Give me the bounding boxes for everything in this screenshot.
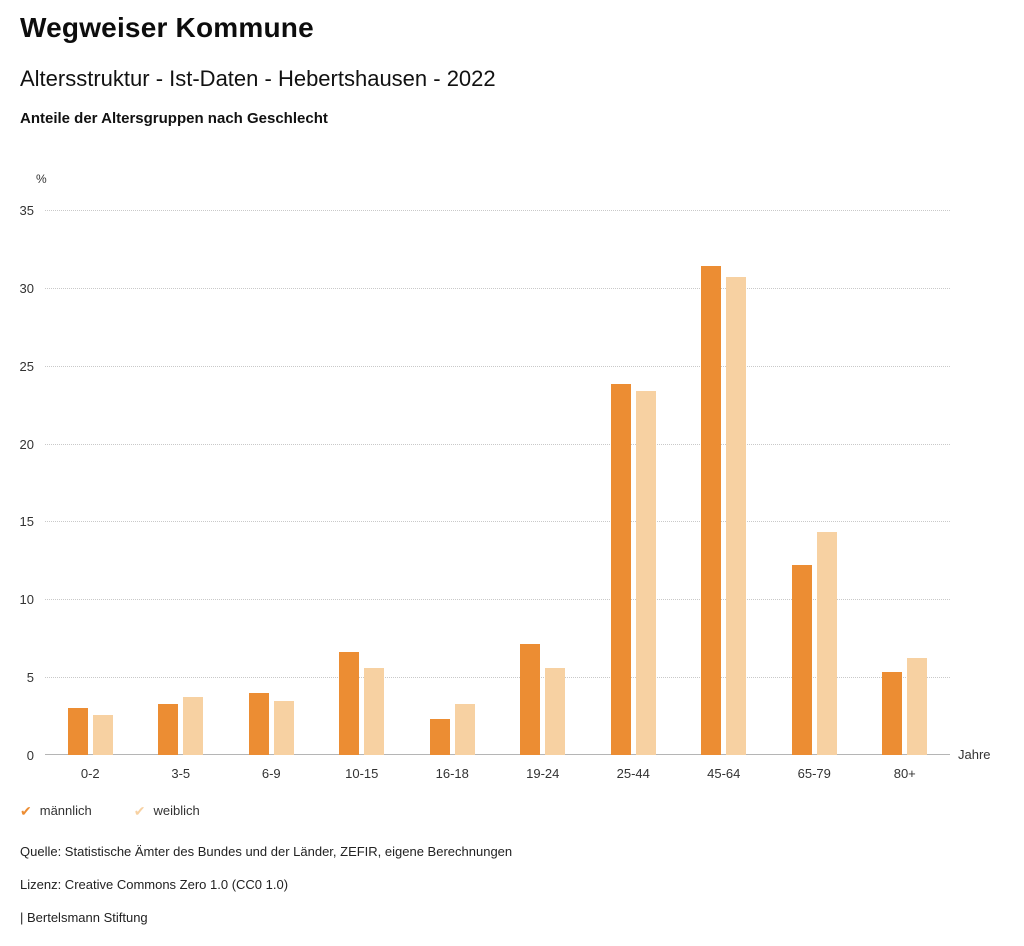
x-tick-label: 25-44 xyxy=(616,766,650,781)
header: Wegweiser Kommune Altersstruktur - Ist-D… xyxy=(20,12,1000,127)
plot-area xyxy=(45,210,950,755)
bar-group xyxy=(226,210,317,755)
x-axis-unit-label: Jahre xyxy=(958,747,991,762)
y-tick-label: 10 xyxy=(19,592,34,608)
bar-group xyxy=(679,210,770,755)
y-tick-label: 20 xyxy=(19,436,34,452)
gridline xyxy=(45,443,950,445)
bar-group xyxy=(45,210,136,755)
chart-title: Altersstruktur - Ist-Daten - Hebertshaus… xyxy=(20,66,496,91)
bar-männlich xyxy=(67,708,88,755)
bar-weiblich xyxy=(635,390,656,755)
x-tick-label: 10-15 xyxy=(345,766,379,781)
bar-weiblich xyxy=(364,667,385,755)
attribution-text: | Bertelsmann Stiftung xyxy=(20,910,148,925)
bar-group xyxy=(588,210,679,755)
y-axis: 0 5 10 15 20 25 30 35 xyxy=(0,203,38,763)
bar-group xyxy=(860,210,951,755)
footer: Quelle: Statistische Ämter des Bundes un… xyxy=(20,844,1000,943)
y-tick-label: 30 xyxy=(19,280,34,296)
license-text: Lizenz: Creative Commons Zero 1.0 (CC0 1… xyxy=(20,877,289,892)
x-tick-label: 45-64 xyxy=(707,766,741,781)
legend-item-weiblich[interactable]: ✔ weiblich xyxy=(134,803,200,818)
bar-männlich xyxy=(701,266,722,755)
bar-männlich xyxy=(882,672,903,755)
bar-weiblich xyxy=(454,703,475,755)
y-axis-unit-label: % xyxy=(36,172,47,186)
source-text: Quelle: Statistische Ämter des Bundes un… xyxy=(20,844,513,859)
gridline xyxy=(45,210,950,211)
bar-group xyxy=(317,210,408,755)
x-axis: 0-2 3-5 6-9 10-15 16-18 19-24 25-44 45-64 65-79 8… xyxy=(45,766,950,781)
x-tick-label: 19-24 xyxy=(526,766,560,781)
x-tick-label: 0-2 xyxy=(80,766,100,781)
bar-männlich xyxy=(339,652,360,755)
bar-männlich xyxy=(248,692,269,755)
gridline xyxy=(45,287,950,289)
bar-weiblich xyxy=(183,697,204,755)
gridline xyxy=(45,521,950,523)
bar-group xyxy=(136,210,227,755)
bar-group xyxy=(498,210,589,755)
bar-weiblich xyxy=(726,276,747,755)
bar-männlich xyxy=(520,644,541,755)
page-title: Wegweiser Kommune xyxy=(20,12,314,43)
bar-männlich xyxy=(791,565,812,755)
x-tick-label: 3-5 xyxy=(171,766,191,781)
bar-weiblich xyxy=(273,700,294,755)
legend-item-maennlich[interactable]: ✔ männlich xyxy=(20,803,92,818)
chart-subtitle: Anteile der Altersgruppen nach Geschlech… xyxy=(20,110,328,127)
y-tick-label: 5 xyxy=(26,670,34,686)
bar-männlich xyxy=(429,719,450,755)
y-tick-label: 25 xyxy=(19,358,34,374)
gridline xyxy=(45,677,950,679)
x-tick-label: 6-9 xyxy=(261,766,281,781)
x-tick-label: 16-18 xyxy=(435,766,469,781)
bar-groups xyxy=(45,210,950,755)
legend-label: weiblich xyxy=(153,803,200,818)
x-tick-label: 65-79 xyxy=(797,766,831,781)
y-tick-label: 15 xyxy=(19,514,34,530)
bar-weiblich xyxy=(907,658,928,755)
bar-group xyxy=(769,210,860,755)
y-tick-label: 0 xyxy=(26,748,34,763)
legend-label: männlich xyxy=(39,803,92,818)
bar-männlich xyxy=(610,384,631,755)
bar-weiblich xyxy=(545,667,566,755)
legend: ✔ männlich ✔ weiblich xyxy=(20,803,200,818)
gridline xyxy=(45,365,950,367)
y-tick-label: 35 xyxy=(19,203,34,218)
check-icon: ✔ xyxy=(133,802,146,819)
check-icon: ✔ xyxy=(20,802,32,819)
gridline xyxy=(45,599,950,601)
bar-weiblich xyxy=(92,714,113,755)
bar-männlich xyxy=(158,703,179,755)
x-tick-label: 80+ xyxy=(893,766,916,781)
bar-weiblich xyxy=(816,532,837,755)
bar-group xyxy=(407,210,498,755)
